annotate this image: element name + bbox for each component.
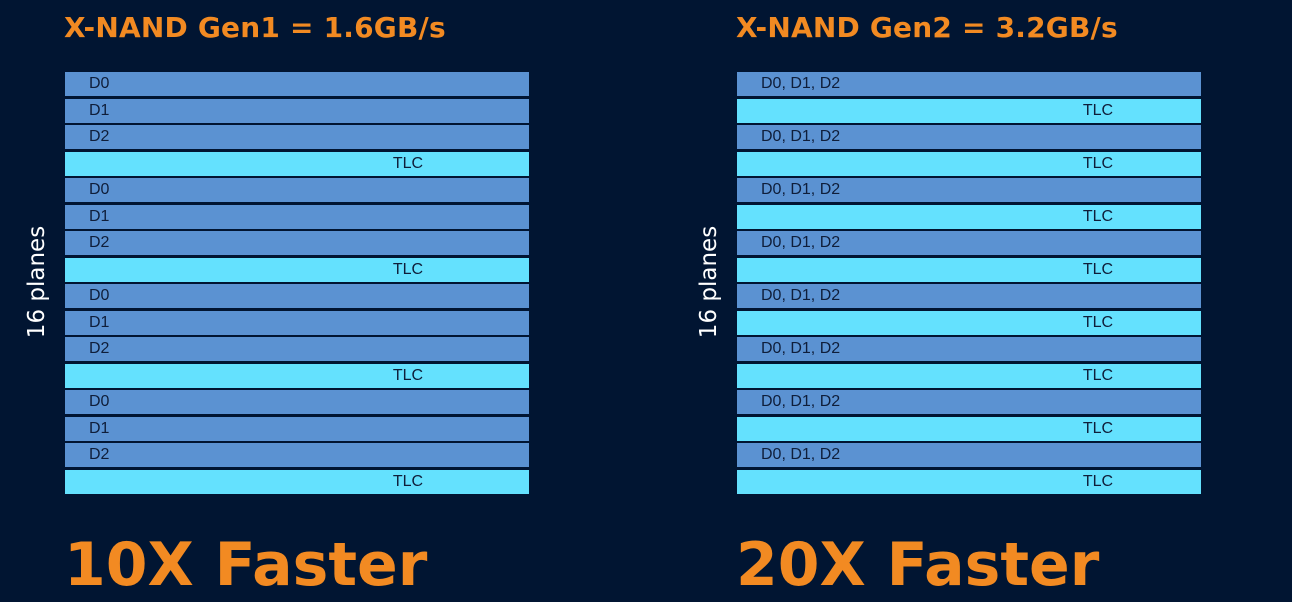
gen1-plane-data: D0 [65, 390, 529, 414]
gen2-speedup: 20X Faster [736, 530, 1100, 600]
gen2-panel: X-NAND Gen2 = 3.2GB/s 16 planes D0, D1, … [672, 0, 1272, 602]
gen1-plane-data: D1 [65, 310, 529, 335]
gen2-plane-tlc: TLC [737, 363, 1201, 388]
gen2-plane-data: D0, D1, D2 [737, 284, 1201, 308]
gen2-plane-tlc: TLC [737, 310, 1201, 335]
gen2-plane-data: D0, D1, D2 [737, 390, 1201, 414]
gen1-plane-data: D2 [65, 443, 529, 467]
plane-label: TLC [1082, 472, 1114, 490]
plane-label: TLC [1082, 313, 1114, 331]
gen2-plane-tlc: TLC [737, 469, 1201, 494]
gen1-speedup: 10X Faster [64, 530, 428, 600]
gen2-plane-data: D0, D1, D2 [737, 178, 1201, 202]
gen2-planes-axis-label: 16 planes [696, 225, 722, 339]
gen2-plane-data: D0, D1, D2 [737, 443, 1201, 467]
gen1-plane-data: D1 [65, 98, 529, 123]
gen1-plane-data: D0 [65, 284, 529, 308]
plane-label: TLC [1082, 366, 1114, 384]
plane-label: TLC [1082, 260, 1114, 278]
gen2-plane-tlc: TLC [737, 257, 1201, 282]
plane-label: TLC [1082, 419, 1114, 437]
gen2-plane-data: D0, D1, D2 [737, 337, 1201, 361]
gen1-panel: X-NAND Gen1 = 1.6GB/s 16 planes D0 D1 D2 TL… [0, 0, 600, 602]
plane-label: TLC [392, 154, 424, 172]
gen1-plane-tlc: TLC [65, 257, 529, 282]
gen2-plane-tlc: TLC [737, 416, 1201, 441]
plane-label: TLC [1082, 207, 1114, 225]
gen1-plane-tlc: TLC [65, 151, 529, 176]
plane-label: TLC [1082, 101, 1114, 119]
gen2-plane-tlc: TLC [737, 151, 1201, 176]
gen1-plane-data: D2 [65, 231, 529, 255]
gen1-plane-stack: D0 D1 D2 TLC D0 D1 D2 TLC D0 D1 D2 TLC D0 D1 D2 TLC [65, 72, 529, 496]
gen2-plane-tlc: TLC [737, 204, 1201, 229]
gen1-title: X-NAND Gen1 = 1.6GB/s [64, 11, 446, 44]
gen2-plane-data: D0, D1, D2 [737, 125, 1201, 149]
gen1-plane-data: D1 [65, 416, 529, 441]
gen1-plane-data: D0 [65, 178, 529, 202]
gen1-plane-tlc: TLC [65, 363, 529, 388]
gen2-plane-tlc: TLC [737, 98, 1201, 123]
gen1-planes-axis-label: 16 planes [24, 225, 50, 339]
plane-label: TLC [1082, 154, 1114, 172]
gen2-plane-stack: D0, D1, D2 TLC D0, D1, D2 TLC D0, D1, D2 TLC D… [737, 72, 1201, 496]
gen1-plane-data: D2 [65, 337, 529, 361]
plane-label: TLC [392, 260, 424, 278]
gen1-plane-data: D1 [65, 204, 529, 229]
gen2-plane-data: D0, D1, D2 [737, 72, 1201, 96]
gen1-plane-data: D2 [65, 125, 529, 149]
plane-label: TLC [392, 472, 424, 490]
gen1-plane-tlc: TLC [65, 469, 529, 494]
gen2-plane-data: D0, D1, D2 [737, 231, 1201, 255]
gen2-title: X-NAND Gen2 = 3.2GB/s [736, 11, 1118, 44]
plane-label: TLC [392, 366, 424, 384]
gen1-plane-data: D0 [65, 72, 529, 96]
